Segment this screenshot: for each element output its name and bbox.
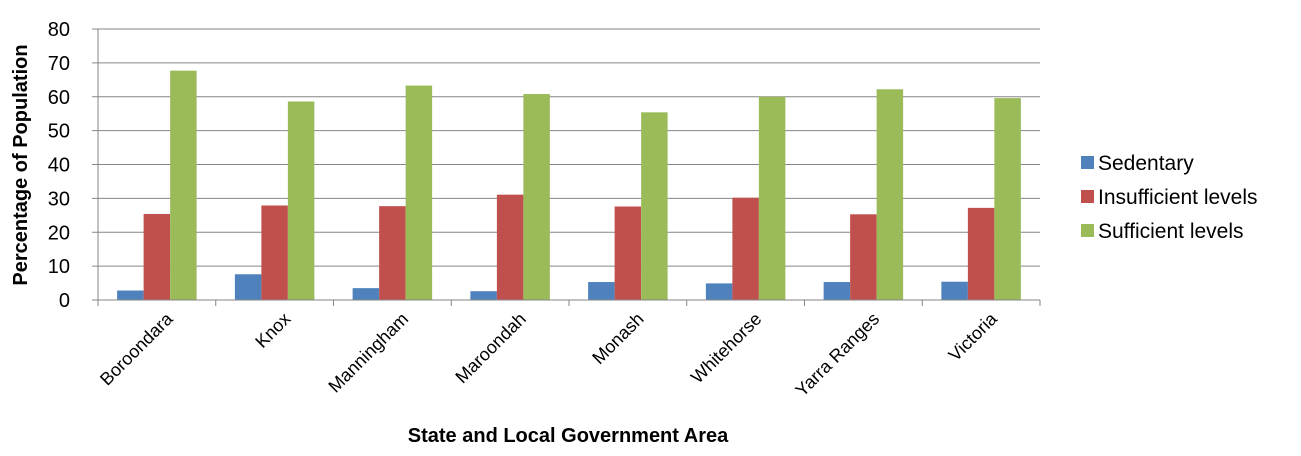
- x-tick-label: Manningham: [324, 309, 412, 397]
- bar-sedentary-manningham: [352, 288, 380, 300]
- legend: Sedentary Insufficient levels Sufficient l…: [1081, 152, 1258, 243]
- x-tick-label: Maroondah: [451, 309, 530, 388]
- x-tick-labels: Boroondara Knox Manningham Maroondah Monash W…: [96, 308, 1002, 400]
- bar-insufficient-levels-yarra-ranges: [850, 214, 877, 300]
- x-tick-label: Victoria: [945, 308, 1002, 365]
- y-tick-label: 60: [48, 87, 70, 109]
- legend-swatch: [1081, 156, 1094, 169]
- axes: [92, 28, 1041, 306]
- bar-sufficient-levels-whitehorse: [758, 96, 786, 300]
- y-tick-label: 30: [48, 188, 70, 210]
- bar-sedentary-maroondah: [470, 291, 497, 300]
- y-tick-label: 70: [48, 53, 70, 75]
- x-tick-label: Boroondara: [96, 308, 177, 389]
- bar-sufficient-levels-boroondara: [170, 70, 197, 300]
- bars: [117, 70, 1021, 301]
- x-tick-label: Whitehorse: [687, 309, 766, 388]
- bar-sufficient-levels-maroondah: [523, 94, 550, 300]
- bar-sufficient-levels-knox: [287, 101, 315, 301]
- bar-sedentary-victoria: [941, 281, 968, 300]
- x-axis-title: State and Local Government Area: [408, 425, 729, 447]
- x-tick-label: Knox: [251, 309, 294, 352]
- bar-sedentary-knox: [234, 274, 262, 300]
- x-tick-label: Yarra Ranges: [791, 309, 883, 401]
- y-tick-labels: 0 10 20 30 40 50 60 70 80: [48, 19, 70, 312]
- bar-insufficient-levels-boroondara: [143, 213, 171, 300]
- y-axis-title: Percentage of Population: [10, 44, 32, 285]
- bar-sufficient-levels-monash: [641, 112, 668, 301]
- legend-label: Insufficient levels: [1098, 186, 1258, 209]
- x-tick-label: Monash: [588, 309, 647, 368]
- y-tick-label: 0: [59, 290, 70, 312]
- legend-label: Sedentary: [1098, 152, 1194, 175]
- y-tick-label: 10: [48, 256, 70, 278]
- bar-sufficient-levels-victoria: [994, 98, 1021, 300]
- bar-insufficient-levels-monash: [614, 206, 642, 300]
- legend-swatch: [1081, 190, 1094, 203]
- y-tick-label: 80: [48, 19, 70, 41]
- y-tick-label: 50: [48, 121, 70, 143]
- gridlines: [98, 28, 1040, 267]
- bar-sedentary-whitehorse: [705, 283, 733, 300]
- bar-insufficient-levels-victoria: [967, 207, 995, 300]
- y-tick-label: 20: [48, 222, 70, 244]
- bar-sedentary-monash: [588, 282, 615, 300]
- bar-sedentary-boroondara: [117, 290, 144, 300]
- y-tick-label: 40: [48, 155, 70, 177]
- bar-insufficient-levels-manningham: [379, 206, 406, 300]
- bar-insufficient-levels-whitehorse: [732, 197, 759, 300]
- bar-insufficient-levels-maroondah: [496, 194, 524, 300]
- bar-insufficient-levels-knox: [261, 205, 288, 300]
- legend-swatch: [1081, 224, 1094, 237]
- legend-label: Sufficient levels: [1098, 220, 1244, 243]
- bar-sufficient-levels-manningham: [405, 85, 433, 300]
- bar-sedentary-yarra-ranges: [823, 282, 851, 300]
- bar-sufficient-levels-yarra-ranges: [876, 89, 904, 300]
